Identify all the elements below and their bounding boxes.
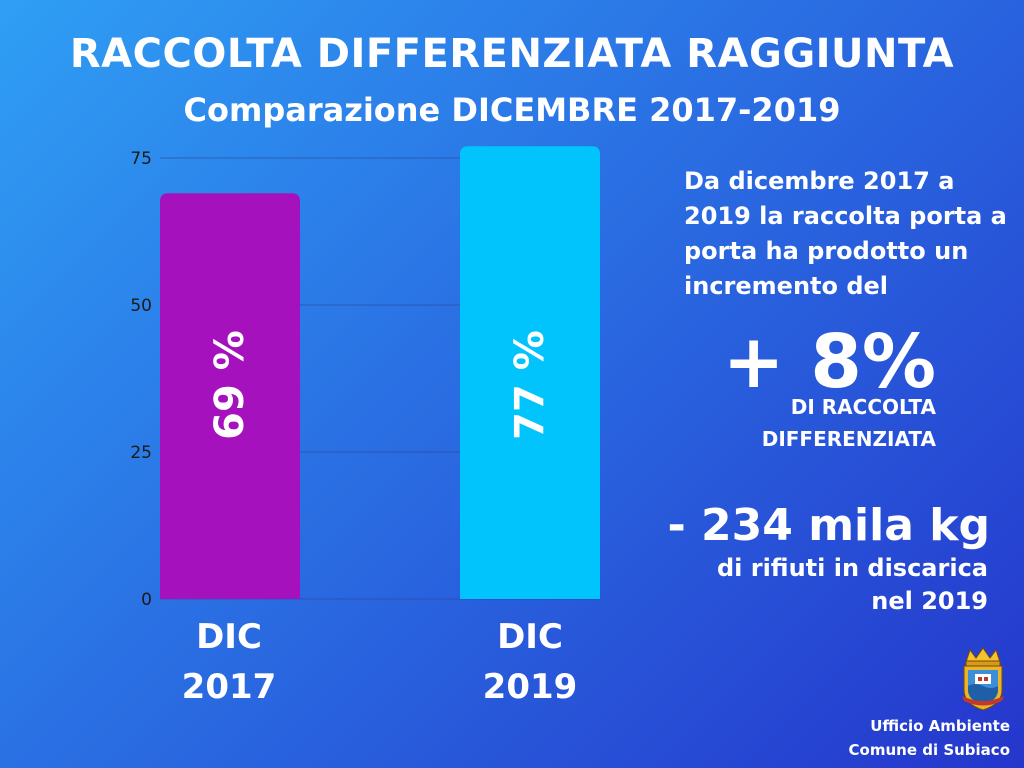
increase-caption: DI RACCOLTA DIFFERENZIATA [761, 395, 936, 451]
category-label-line: DIC [196, 617, 262, 657]
y-tick-label: 25 [130, 443, 152, 463]
category-label-line: DIC [497, 617, 563, 657]
category-label-2019: DIC 2019 [455, 612, 605, 712]
municipality-name: Comune di Subiaco [848, 741, 1010, 759]
office-name: Ufficio Ambiente [870, 717, 1010, 735]
category-label-line: 2017 [181, 667, 277, 707]
y-tick-label: 50 [130, 296, 152, 316]
bar-value-label: 69 % [207, 330, 253, 440]
waste-reduction-value: - 234 mila kg [667, 500, 990, 551]
y-tick-label: 0 [141, 590, 152, 610]
y-tick-label: 75 [130, 149, 152, 169]
bar-value-label: 77 % [507, 330, 553, 440]
page-title: RACCOLTA DIFFERENZIATA RAGGIUNTA [69, 31, 955, 77]
category-label-line: 2019 [482, 667, 578, 707]
office-credit: Ufficio Ambiente Comune di Subiaco [849, 714, 1010, 762]
bar-dic-2017 [160, 193, 300, 599]
bar-chart: 0 25 50 75 69 % 77 % [130, 146, 600, 610]
increase-value: + 8% [722, 319, 936, 405]
coat-of-arms-icon [962, 647, 1004, 711]
waste-reduction-caption: di rifiuti in discarica nel 2019 [716, 554, 988, 615]
page-subtitle: Comparazione DICEMBRE 2017-2019 [183, 91, 841, 129]
bar-dic-2019 [460, 146, 600, 600]
summary-description: Da dicembre 2017 a 2019 la raccolta port… [684, 167, 1007, 300]
category-label-2017: DIC 2017 [154, 612, 304, 712]
